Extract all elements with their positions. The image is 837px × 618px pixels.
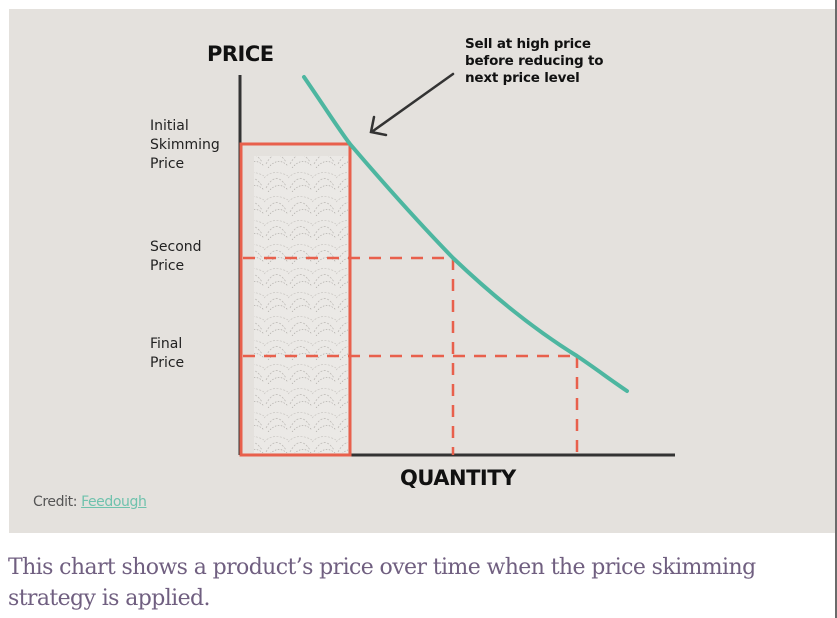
label-line: Final	[150, 336, 183, 352]
label-line: Price	[150, 258, 185, 274]
label-line: Price	[150, 156, 185, 172]
page-edge-divider	[835, 0, 837, 618]
x-axis-title: QUANTITY	[400, 466, 516, 490]
image-credit: Credit: Feedough	[33, 494, 147, 510]
revenue-area-texture	[254, 156, 348, 453]
label-line: Second	[150, 239, 202, 255]
annotation-line: next price level	[465, 70, 580, 86]
annotation-line: before reducing to	[465, 53, 604, 69]
annotation-line: Sell at high price	[465, 36, 591, 52]
initial-price-box	[239, 142, 352, 457]
label-line: Initial	[150, 118, 189, 134]
demand-curve	[302, 75, 629, 393]
credit-link[interactable]: Feedough	[81, 494, 147, 510]
figure-caption: This chart shows a product’s price over …	[8, 555, 756, 611]
initial-price-label: Initial Skimming Price	[150, 117, 220, 174]
label-line: Price	[150, 355, 185, 371]
annotation-text: Sell at high price before reducing to ne…	[465, 36, 604, 87]
credit-prefix: Credit:	[33, 494, 82, 510]
label-line: Skimming	[150, 137, 220, 153]
annotation-arrow-icon	[369, 72, 455, 137]
second-price-label: Second Price	[150, 238, 202, 276]
y-axis-title: PRICE	[207, 42, 274, 66]
final-price-label: Final Price	[150, 335, 184, 373]
